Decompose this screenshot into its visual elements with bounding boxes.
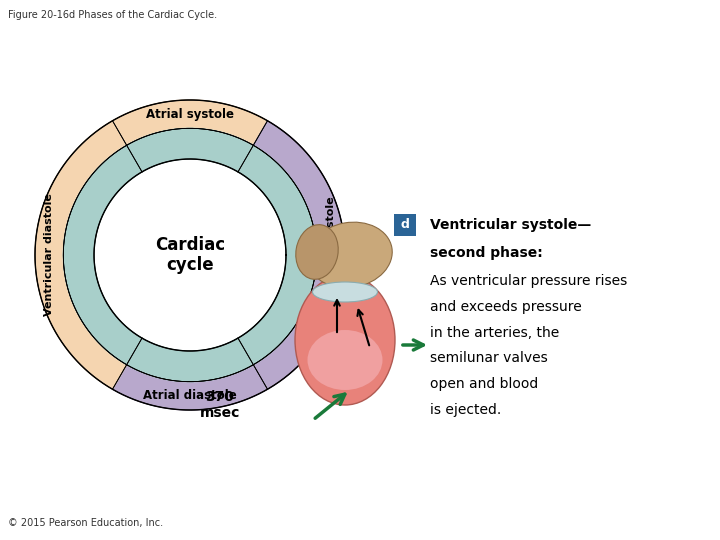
FancyBboxPatch shape [394, 214, 416, 236]
Text: d: d [400, 219, 410, 232]
Text: Atrial diastole: Atrial diastole [143, 389, 237, 402]
Text: Figure 20-16d Phases of the Cardiac Cycle.: Figure 20-16d Phases of the Cardiac Cycl… [8, 10, 217, 20]
Polygon shape [112, 100, 268, 145]
Text: As ventricular pressure rises: As ventricular pressure rises [430, 274, 627, 288]
Text: Ventricular systole—: Ventricular systole— [430, 218, 591, 232]
Ellipse shape [307, 330, 382, 390]
Text: Ventricular diastole: Ventricular diastole [44, 193, 54, 316]
Ellipse shape [307, 222, 392, 288]
Polygon shape [127, 338, 253, 382]
Polygon shape [63, 145, 142, 364]
Text: 370
msec: 370 msec [200, 390, 240, 420]
Polygon shape [253, 121, 345, 389]
Text: Ventricular systole: Ventricular systole [326, 196, 336, 314]
Polygon shape [127, 129, 253, 172]
Ellipse shape [295, 275, 395, 405]
Polygon shape [35, 121, 127, 389]
Text: and exceeds pressure: and exceeds pressure [430, 300, 582, 314]
Text: in the arteries, the: in the arteries, the [430, 326, 559, 340]
Polygon shape [112, 364, 268, 410]
Ellipse shape [312, 282, 377, 302]
Text: is ejected.: is ejected. [430, 403, 501, 417]
Text: open and blood: open and blood [430, 377, 539, 391]
Ellipse shape [296, 225, 338, 279]
Text: semilunar valves: semilunar valves [430, 352, 548, 365]
Text: Atrial systole: Atrial systole [146, 107, 234, 120]
Text: © 2015 Pearson Education, Inc.: © 2015 Pearson Education, Inc. [8, 518, 163, 528]
Text: Cardiac
cycle: Cardiac cycle [155, 235, 225, 274]
Polygon shape [238, 145, 317, 364]
Text: second phase:: second phase: [430, 246, 543, 260]
